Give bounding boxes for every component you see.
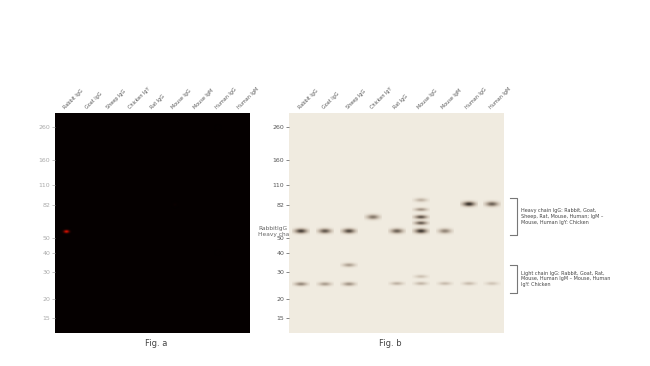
Text: Rabbit IgG: Rabbit IgG (298, 89, 319, 110)
Text: Sheep IgG: Sheep IgG (345, 89, 367, 110)
Text: Mouse IgM: Mouse IgM (192, 88, 214, 110)
Text: Mouse IgM: Mouse IgM (441, 88, 463, 110)
Text: Fig. a: Fig. a (145, 339, 167, 348)
Text: Human IgG: Human IgG (465, 87, 488, 110)
Text: Rat IgG: Rat IgG (393, 94, 410, 110)
Text: RabbitIgG
Heavy chain: RabbitIgG Heavy chain (258, 226, 294, 237)
Text: Sheep IgG: Sheep IgG (106, 89, 127, 110)
Text: Rabbit IgG: Rabbit IgG (62, 89, 84, 110)
Text: Human IgM: Human IgM (236, 87, 259, 110)
Text: Goat IgG: Goat IgG (84, 92, 103, 110)
Text: Fig. b: Fig. b (379, 339, 401, 348)
Text: Mouse IgG: Mouse IgG (417, 89, 439, 110)
Text: Heavy chain IgG: Rabbit, Goat,
Sheep, Rat, Mouse, Human; IgM –
Mouse, Human IgY:: Heavy chain IgG: Rabbit, Goat, Sheep, Ra… (521, 208, 603, 225)
Text: Human IgG: Human IgG (214, 87, 237, 110)
Text: Goat IgG: Goat IgG (321, 92, 340, 110)
Text: Rat IgG: Rat IgG (150, 94, 166, 110)
Text: Chicken IgY: Chicken IgY (127, 86, 151, 110)
Text: Human IgM: Human IgM (488, 87, 512, 110)
Text: Mouse IgG: Mouse IgG (171, 89, 192, 110)
Text: Chicken IgY: Chicken IgY (369, 86, 393, 110)
Text: Light chain IgG: Rabbit, Goat, Rat,
Mouse, Human IgM – Mouse, Human
IgY: Chicken: Light chain IgG: Rabbit, Goat, Rat, Mous… (521, 271, 610, 287)
